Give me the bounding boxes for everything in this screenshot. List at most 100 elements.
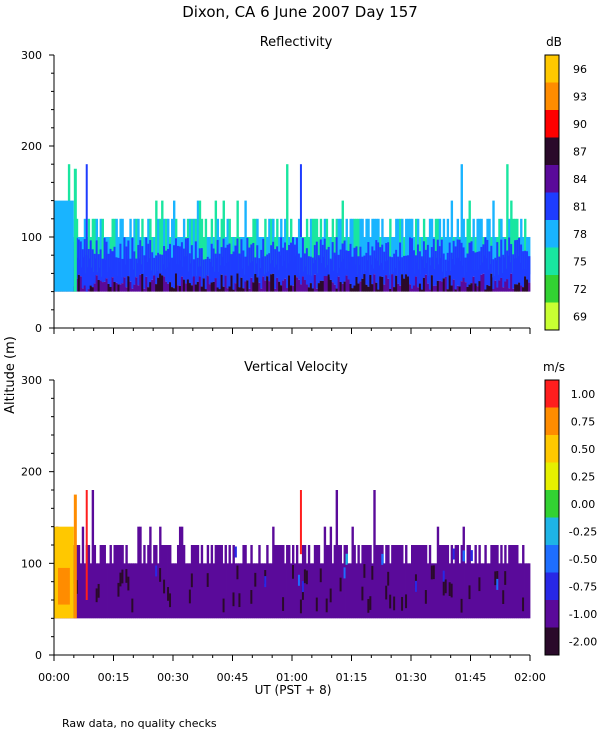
echo-cell: [123, 277, 126, 292]
echo-cell: [272, 241, 275, 274]
echo-cell: [208, 563, 212, 619]
echo-cell: [381, 218, 384, 263]
echo-cell: [428, 545, 432, 619]
echo-cell: [526, 279, 529, 292]
colorbar-label: 93: [573, 90, 587, 103]
echo-cell: [220, 218, 223, 266]
colorbar-swatch: [545, 275, 559, 303]
echo-cell: [303, 280, 307, 292]
echo-cell: [391, 237, 394, 276]
echo-cell: [432, 238, 436, 286]
echo-cell: [462, 247, 465, 278]
echo-cell: [512, 218, 515, 273]
echo-cell: [345, 545, 348, 619]
echo-cell: [347, 250, 350, 280]
echo-cell: [526, 563, 529, 619]
echo-cell: [414, 276, 418, 292]
echo-cell: [446, 545, 450, 619]
echo-cell: [444, 237, 448, 278]
echo-cell: [147, 287, 150, 292]
echo-cell: [405, 255, 408, 275]
echo-cell: [262, 563, 265, 619]
echo-cell: [377, 289, 380, 292]
echo-cell: [397, 283, 400, 292]
echo-cell: [488, 251, 491, 287]
echo-cell: [403, 255, 406, 279]
echo-cell: [325, 276, 329, 292]
echo-cell: [442, 253, 446, 279]
echo-cell: [345, 218, 348, 269]
echo-cell: [216, 239, 220, 288]
echo-cell: [458, 239, 461, 287]
echo-cell: [196, 257, 200, 282]
echo-cell: [280, 218, 283, 256]
echo-cell: [93, 283, 97, 292]
echo-cell: [280, 545, 283, 619]
colorbar-swatch: [545, 82, 559, 111]
echo-cell: [149, 218, 152, 259]
echo-cell: [278, 545, 281, 619]
echo-cell: [198, 276, 202, 292]
echo-cell: [286, 288, 289, 292]
echo-cell: [496, 578, 499, 590]
echo-cell: [103, 238, 106, 282]
echo-cell: [414, 580, 418, 592]
echo-cell: [101, 258, 104, 283]
echo-cell: [460, 164, 463, 262]
echo-cell: [414, 218, 418, 274]
echo-cell: [385, 243, 388, 276]
echo-cell: [192, 545, 196, 619]
echo-cell: [526, 251, 529, 280]
echo-cell: [434, 250, 438, 286]
echo-cell: [365, 545, 368, 619]
echo-cell: [305, 248, 309, 285]
echo-cell: [303, 569, 307, 584]
echo-cell: [351, 526, 354, 619]
echo-cell: [528, 282, 531, 292]
echo-cell: [454, 289, 458, 292]
echo-cell: [359, 281, 362, 292]
echo-cell: [438, 280, 442, 292]
echo-cell: [484, 545, 487, 619]
echo-cell: [315, 218, 319, 260]
echo-cell: [486, 285, 489, 292]
echo-cell: [381, 545, 384, 619]
echo-cell: [462, 218, 465, 266]
echo-cell: [236, 563, 239, 619]
echo-cell: [153, 257, 156, 276]
echo-cell: [206, 275, 210, 292]
echo-cell: [99, 218, 102, 268]
echo-field: [54, 490, 531, 619]
echo-cell: [409, 218, 412, 256]
echo-cell: [432, 565, 436, 580]
echo-cell: [200, 248, 204, 287]
echo-cell: [510, 545, 513, 619]
echo-cell: [468, 242, 471, 285]
echo-cell: [504, 571, 507, 585]
echo-cell: [409, 563, 412, 619]
echo-cell: [155, 565, 158, 577]
echo-cell: [228, 286, 231, 292]
echo-cell: [528, 237, 531, 275]
echo-cell: [319, 218, 323, 258]
echo-cell: [280, 285, 283, 292]
echo-cell: [276, 246, 279, 278]
echo-cell: [506, 164, 509, 269]
echo-cell: [456, 545, 459, 619]
echo-cell: [426, 283, 430, 292]
echo-cell: [85, 490, 88, 600]
echo-cell: [343, 281, 346, 292]
echo-cell: [418, 545, 422, 619]
echo-cell: [292, 237, 295, 286]
echo-cell: [502, 254, 505, 288]
echo-cell: [375, 218, 378, 259]
echo-cell: [434, 218, 438, 270]
echo-cell: [337, 545, 340, 619]
echo-cell: [494, 237, 497, 276]
echo-cell: [321, 280, 325, 292]
echo-cell: [188, 218, 192, 272]
echo-cell: [389, 288, 392, 292]
echo-cell: [317, 545, 321, 619]
echo-cell: [428, 218, 432, 276]
echo-cell: [198, 200, 202, 267]
